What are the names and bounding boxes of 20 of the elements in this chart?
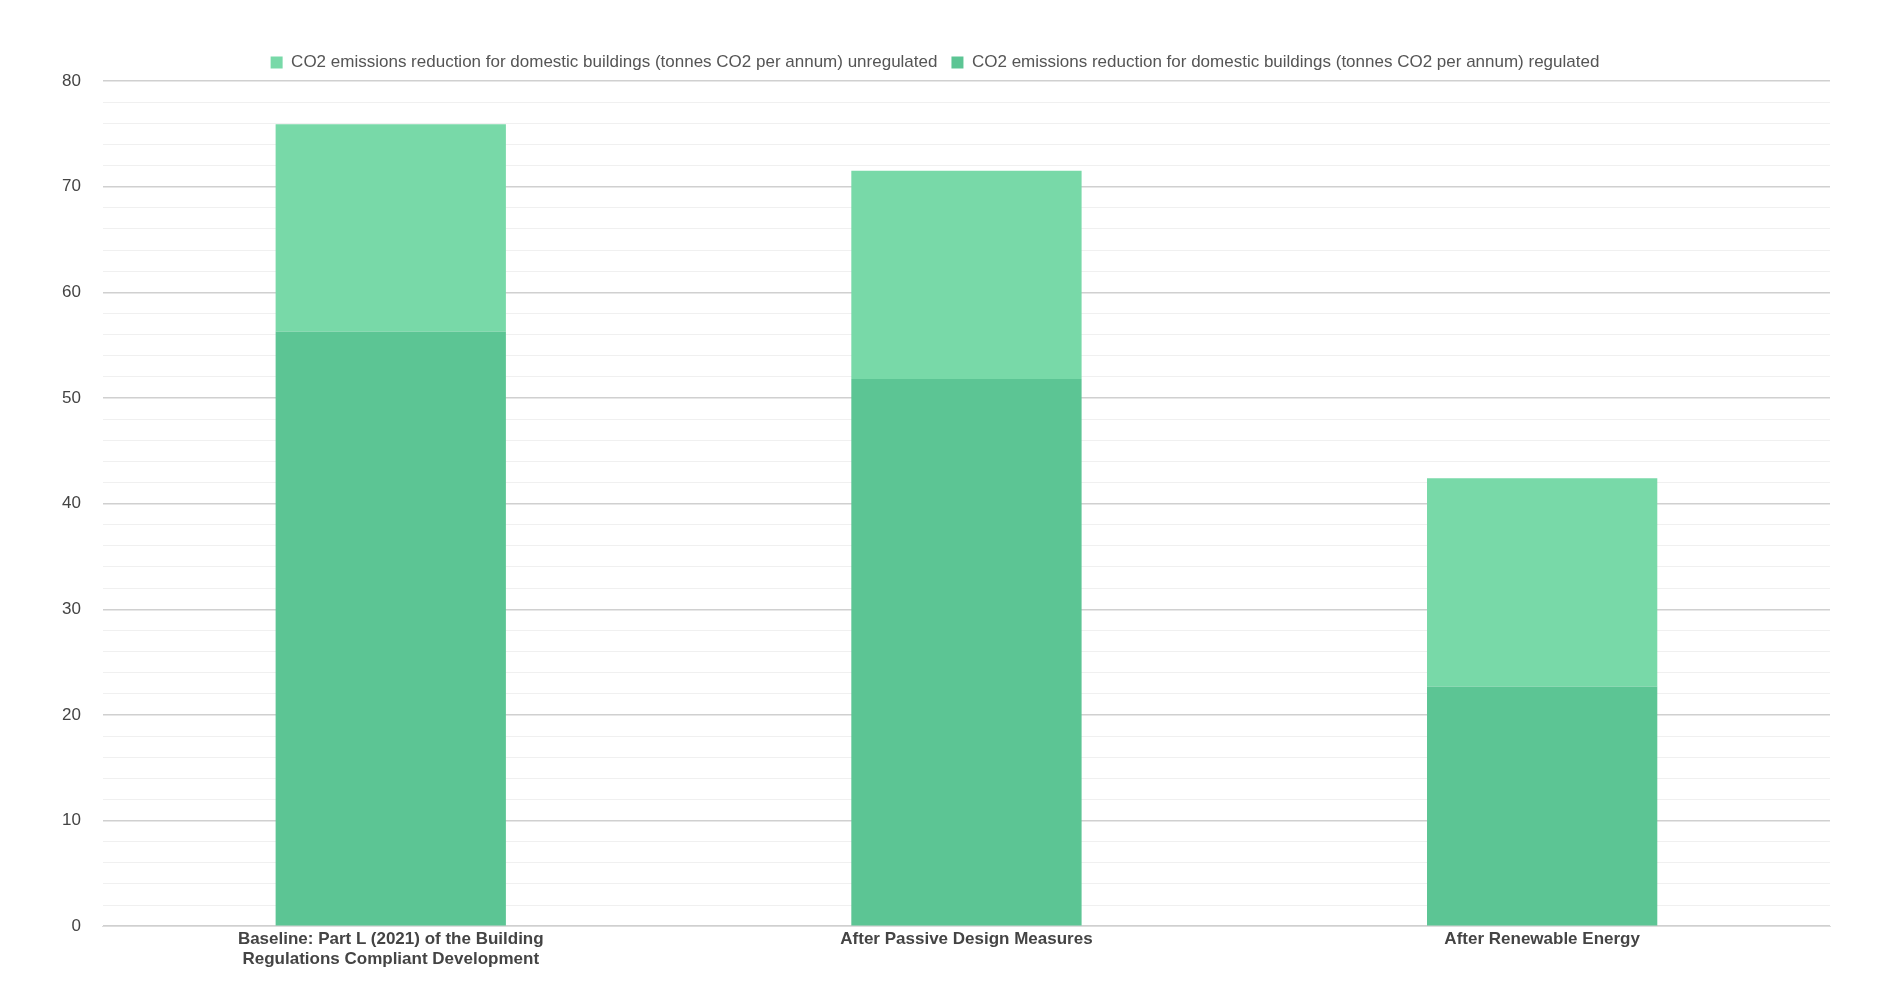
y-tick-label: 30 xyxy=(61,598,81,618)
bar xyxy=(851,170,1082,379)
bar xyxy=(851,378,1082,926)
bar xyxy=(275,331,506,926)
y-tick-label: 60 xyxy=(61,281,81,301)
x-tick-label: After Renewable Energy xyxy=(1444,929,1641,949)
y-tick-label: 10 xyxy=(61,810,81,830)
legend-label: CO2 emissions reduction for domestic buildings (tonnes CO2 per annum) regulated xyxy=(971,52,1600,72)
bar xyxy=(1427,478,1658,687)
legend-label: CO2 emissions reduction for domestic buildings (tonnes CO2 per annum) unregulated xyxy=(291,52,938,72)
y-tick-label: 40 xyxy=(61,493,81,513)
y-tick-label: 70 xyxy=(61,176,81,196)
y-tick-label: 0 xyxy=(71,915,81,935)
bar xyxy=(275,124,506,332)
x-tick-label: Baseline: Part L (2021) of the Building Regulations Compliant Development xyxy=(237,929,544,969)
y-tick-label: 20 xyxy=(61,704,81,724)
bar xyxy=(1427,686,1658,926)
x-tick-label: After Passive Design Measures xyxy=(840,929,1093,949)
y-tick-label: 50 xyxy=(61,387,81,407)
y-tick-label: 80 xyxy=(61,70,81,90)
